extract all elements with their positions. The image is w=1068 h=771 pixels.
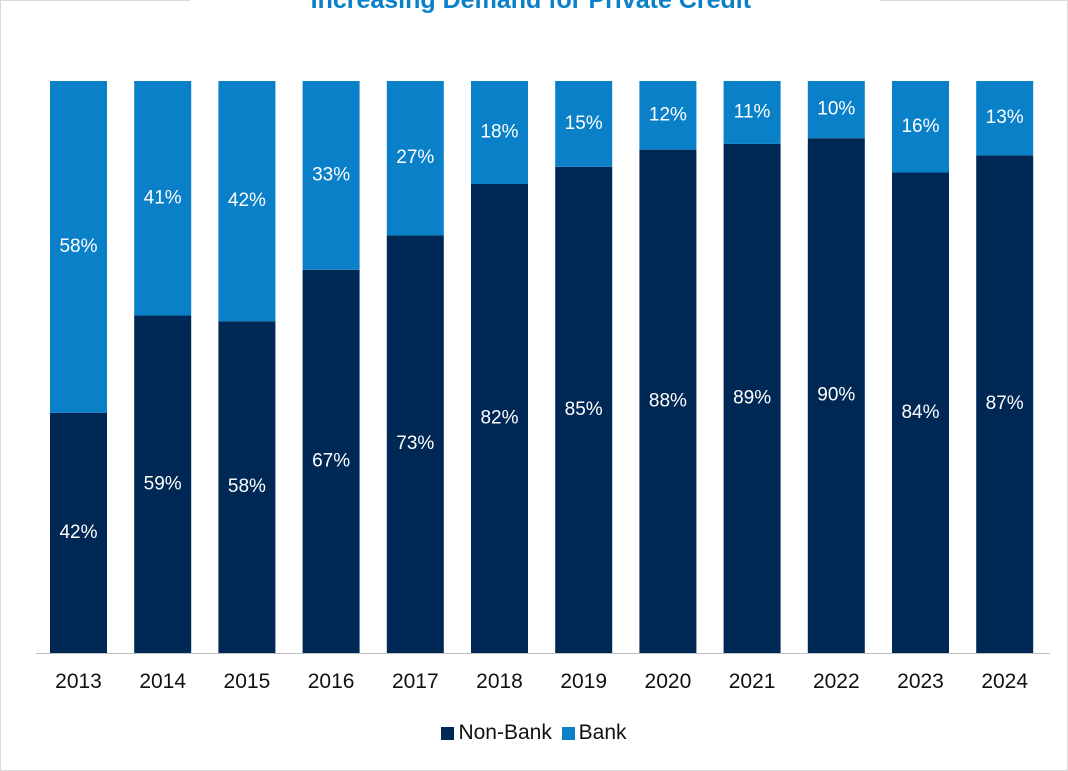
x-tick-label-2024: 2024 bbox=[981, 670, 1028, 693]
data-label-bank-2021: 11% bbox=[734, 101, 771, 122]
data-label-non-bank-2013: 42% bbox=[59, 522, 97, 543]
legend-item-bank: Bank bbox=[561, 720, 627, 746]
bar-non-bank-2021 bbox=[723, 143, 781, 654]
data-label-non-bank-2019: 85% bbox=[565, 399, 603, 420]
data-label-non-bank-2016: 67% bbox=[312, 450, 350, 471]
bar-bank-2017 bbox=[386, 81, 444, 236]
data-label-bank-2013: 58% bbox=[59, 236, 97, 257]
data-label-bank-2016: 33% bbox=[312, 164, 350, 185]
bar-bank-2016 bbox=[302, 81, 360, 270]
data-label-bank-2019: 15% bbox=[565, 113, 603, 134]
bar-non-bank-2018 bbox=[471, 183, 528, 653]
bar-bank-2013 bbox=[50, 81, 107, 413]
x-tick-label-2017: 2017 bbox=[392, 670, 439, 693]
data-label-non-bank-2020: 88% bbox=[649, 390, 687, 411]
legend-item-non-bank: Non-Bank bbox=[441, 720, 552, 746]
data-label-non-bank-2021: 89% bbox=[733, 387, 771, 408]
data-label-non-bank-2022: 90% bbox=[817, 385, 855, 406]
x-tick-label-2019: 2019 bbox=[560, 670, 607, 693]
bar-bank-2015 bbox=[218, 81, 276, 322]
x-tick-label-2016: 2016 bbox=[308, 670, 355, 693]
x-tick-label-2014: 2014 bbox=[139, 670, 186, 693]
data-label-non-bank-2024: 87% bbox=[986, 393, 1024, 414]
x-tick-label-2022: 2022 bbox=[813, 670, 860, 693]
bar-non-bank-2024 bbox=[976, 155, 1034, 654]
legend-label-bank: Bank bbox=[578, 721, 627, 744]
bar-non-bank-2019 bbox=[555, 166, 613, 654]
bar-bank-2019 bbox=[555, 81, 613, 167]
bar-bank-2023 bbox=[892, 81, 949, 173]
bar-bank-2021 bbox=[723, 81, 781, 144]
data-label-non-bank-2015: 58% bbox=[228, 476, 266, 497]
data-label-bank-2024: 13% bbox=[986, 107, 1024, 128]
chart-title: Increasing Demand for Private Credit1 bbox=[190, 0, 880, 18]
legend-label-non-bank: Non-Bank bbox=[458, 721, 552, 744]
chart-title-footnote: 1 bbox=[751, 0, 759, 3]
data-label-bank-2020: 12% bbox=[649, 104, 687, 125]
bar-bank-2020 bbox=[639, 81, 697, 150]
x-tick-label-2015: 2015 bbox=[224, 670, 271, 693]
bar-non-bank-2020 bbox=[639, 149, 697, 653]
bar-non-bank-2023 bbox=[892, 172, 949, 653]
bar-non-bank-2014 bbox=[134, 315, 192, 653]
data-label-bank-2022: 10% bbox=[817, 99, 855, 120]
data-label-non-bank-2014: 59% bbox=[144, 473, 182, 494]
data-label-non-bank-2017: 73% bbox=[396, 433, 434, 454]
data-label-bank-2018: 18% bbox=[480, 121, 518, 142]
x-tick-label-2018: 2018 bbox=[476, 670, 523, 693]
bar-non-bank-2013 bbox=[50, 412, 107, 653]
legend-swatch-bank bbox=[561, 727, 575, 740]
data-label-bank-2017: 27% bbox=[396, 147, 434, 168]
data-label-non-bank-2023: 84% bbox=[901, 402, 939, 423]
bar-non-bank-2016 bbox=[302, 269, 360, 653]
x-tick-label-2021: 2021 bbox=[729, 670, 776, 693]
x-tick-label-2020: 2020 bbox=[645, 670, 692, 693]
x-tick-label-2023: 2023 bbox=[897, 670, 944, 693]
bar-bank-2018 bbox=[471, 81, 528, 184]
legend-swatch-non-bank bbox=[441, 727, 455, 740]
data-label-bank-2014: 41% bbox=[144, 187, 182, 208]
legend: Non-Bank Bank bbox=[0, 720, 1068, 746]
bar-non-bank-2017 bbox=[386, 235, 444, 653]
bar-bank-2024 bbox=[976, 81, 1034, 156]
data-label-non-bank-2018: 82% bbox=[480, 407, 518, 428]
chart-title-text: Increasing Demand for Private Credit bbox=[310, 0, 752, 14]
bar-non-bank-2022 bbox=[807, 138, 865, 653]
x-tick-label-2013: 2013 bbox=[55, 670, 102, 693]
data-label-bank-2023: 16% bbox=[901, 116, 939, 137]
bar-bank-2022 bbox=[807, 81, 865, 139]
data-label-bank-2015: 42% bbox=[228, 190, 266, 211]
bar-non-bank-2015 bbox=[218, 321, 276, 653]
bar-bank-2014 bbox=[134, 81, 192, 316]
